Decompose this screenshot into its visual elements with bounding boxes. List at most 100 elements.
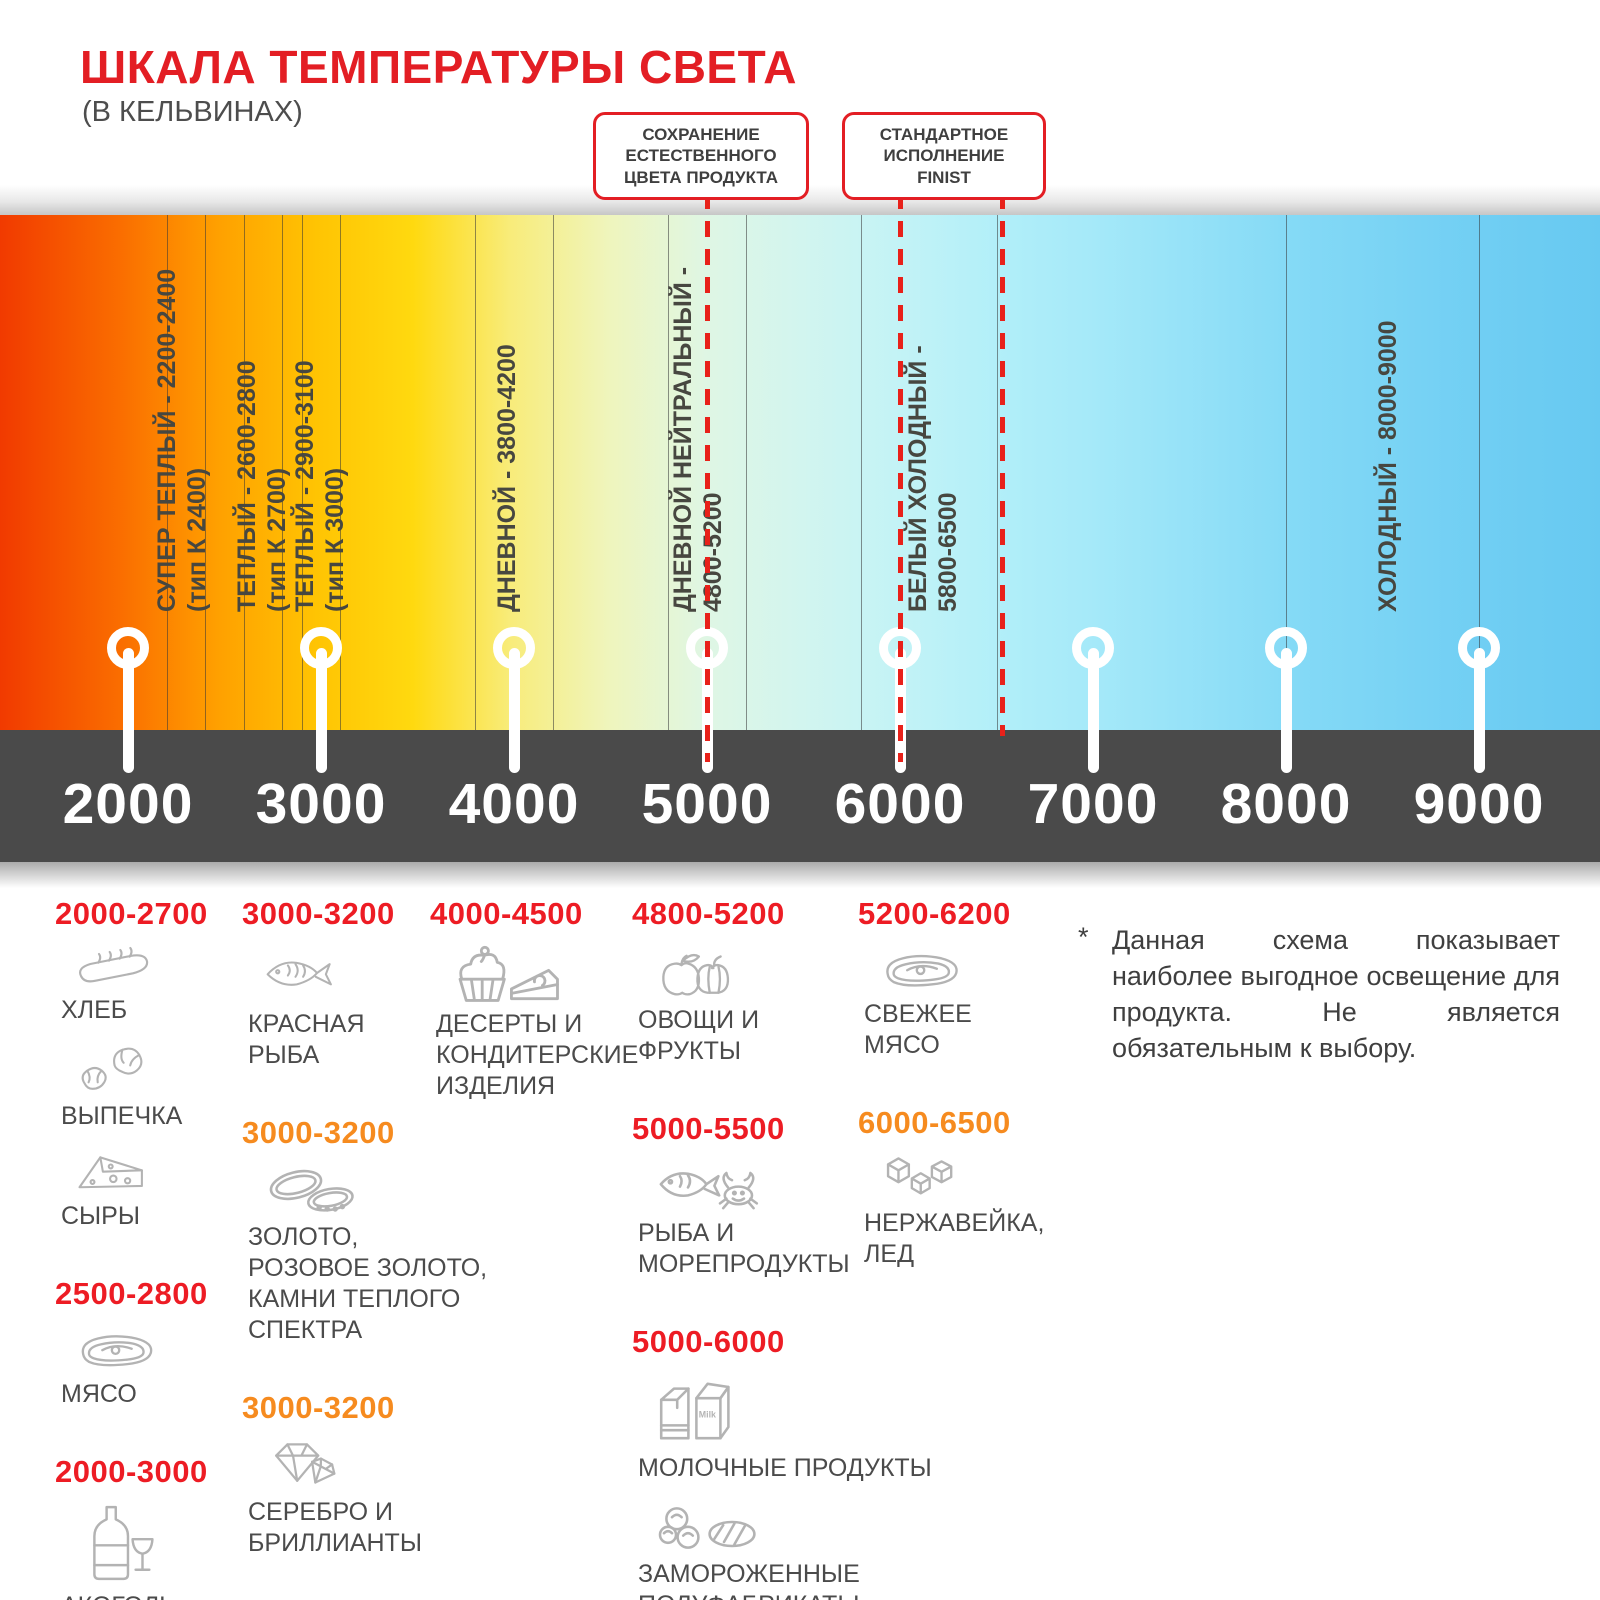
milk-icon bbox=[632, 1370, 932, 1453]
pin-stem bbox=[315, 648, 327, 773]
temperature-range: 3000-3200 bbox=[242, 1115, 395, 1150]
band-divider-line bbox=[205, 215, 206, 730]
product-label: СЫРЫ bbox=[61, 1202, 140, 1230]
red-dashed-guide-line bbox=[705, 193, 710, 762]
product-item: ОВОЩИ И ФРУКТЫ bbox=[632, 942, 932, 1067]
product-label: СЕРЕБРО И БРИЛЛИАНТЫ bbox=[248, 1498, 422, 1557]
category-column: 2000-2700 ХЛЕБ ВЫПЕЧКА СЫРЫ 2500-2800 МЯСО 200… bbox=[55, 896, 208, 1600]
band-label: ТЕПЛЫЙ - 2600-2800 (тип К 2700) bbox=[233, 360, 291, 612]
category-block: 4800-5200 ОВОЩИ И ФРУКТЫ bbox=[632, 896, 932, 1081]
product-label: НЕРЖАВЕЙКА, ЛЕД bbox=[864, 1209, 1045, 1268]
temperature-scale-banner: СУПЕР ТЕПЛЫЙ - 2200-2400 (тип К 2400) ТЕП… bbox=[0, 185, 1600, 890]
category-block: 2000-3000 АКОГОЛЬ bbox=[55, 1454, 208, 1600]
desserts-icon bbox=[430, 942, 638, 1009]
category-column: 4800-5200 ОВОЩИ И ФРУКТЫ 5000-5500 РЫБА И М… bbox=[632, 896, 932, 1600]
pin-stem bbox=[122, 648, 134, 773]
band-divider-line bbox=[244, 215, 245, 730]
pin-stem bbox=[508, 648, 520, 773]
red-dashed-guide-line bbox=[898, 193, 903, 762]
product-label: АКОГОЛЬ bbox=[55, 1591, 208, 1600]
category-block: 5000-5500 РЫБА И МОРЕПРОДУКТЫ bbox=[632, 1111, 932, 1294]
diamonds-icon bbox=[242, 1436, 487, 1497]
temperature-range: 2000-2700 bbox=[55, 896, 208, 931]
category-block: 2000-2700 ХЛЕБ ВЫПЕЧКА СЫРЫ bbox=[55, 896, 208, 1246]
rings-icon bbox=[242, 1161, 487, 1222]
kelvin-tick-label: 7000 bbox=[1027, 772, 1159, 836]
pin-ring bbox=[1458, 627, 1500, 669]
band-divider-line bbox=[1479, 215, 1480, 730]
page-subtitle: (В КЕЛЬВИНАХ) bbox=[82, 96, 303, 128]
category-block: 3000-3200 СЕРЕБРО И БРИЛЛИАНТЫ bbox=[242, 1390, 487, 1573]
category-column: 4000-4500 ДЕСЕРТЫ И КОНДИТЕРСКИЕ ИЗДЕЛИЯ bbox=[430, 896, 638, 1146]
category-block: 5200-6200 СВЕЖЕЕ МЯСО bbox=[858, 896, 1044, 1075]
bread-icon bbox=[55, 942, 208, 995]
band-label: ХОЛОДНЫЙ - 8000-9000 bbox=[1374, 320, 1402, 612]
ice-icon bbox=[858, 1151, 1044, 1208]
kelvin-tick-label: 9000 bbox=[1413, 772, 1545, 836]
temperature-range: 6000-6500 bbox=[858, 1105, 1011, 1140]
steak-icon bbox=[55, 1322, 208, 1379]
kelvin-tick-label: 8000 bbox=[1220, 772, 1352, 836]
cheese-icon bbox=[55, 1146, 208, 1201]
product-item: АКОГОЛЬ bbox=[55, 1500, 208, 1600]
band-divider-line bbox=[746, 215, 747, 730]
band-divider-line bbox=[475, 215, 476, 730]
callout-text: СТАНДАРТНОЕ ИСПОЛНЕНИЕ FINIST bbox=[879, 125, 1009, 187]
pin-ring bbox=[1072, 627, 1114, 669]
product-item: ХЛЕБ bbox=[55, 942, 208, 1026]
product-label: ДЕСЕРТЫ И КОНДИТЕРСКИЕ ИЗДЕЛИЯ bbox=[436, 1010, 639, 1100]
temperature-range: 5000-6000 bbox=[632, 1324, 785, 1359]
category-block: 5000-6000 МОЛОЧНЫЕ ПРОДУКТЫ ЗАМОРОЖЕННЫЕ П… bbox=[632, 1324, 932, 1600]
kelvin-gradient-bar bbox=[0, 215, 1600, 730]
band-label: ТЕПЛЫЙ - 2900-3100 (тип К 3000) bbox=[291, 360, 349, 612]
category-block: 3000-3200 КРАСНАЯ РЫБА bbox=[242, 896, 487, 1085]
pin-ring bbox=[107, 627, 149, 669]
category-column: 5200-6200 СВЕЖЕЕ МЯСО 6000-6500 НЕРЖАВЕЙКА,… bbox=[858, 896, 1044, 1314]
product-item: СЕРЕБРО И БРИЛЛИАНТЫ bbox=[242, 1436, 487, 1559]
product-item: ЗОЛОТО, РОЗОВОЕ ЗОЛОТО, КАМНИ ТЕПЛОГО СП… bbox=[242, 1161, 487, 1346]
product-item: СВЕЖЕЕ МЯСО bbox=[858, 942, 1044, 1061]
product-label: ХЛЕБ bbox=[61, 996, 128, 1024]
kelvin-tick-label: 2000 bbox=[62, 772, 194, 836]
product-label: ВЫПЕЧКА bbox=[61, 1102, 183, 1130]
band-divider-line bbox=[302, 215, 303, 730]
temperature-range: 5200-6200 bbox=[858, 896, 1011, 931]
temperature-range: 2500-2800 bbox=[55, 1276, 208, 1311]
temperature-range: 2000-3000 bbox=[55, 1454, 208, 1489]
band-label: СУПЕР ТЕПЛЫЙ - 2200-2400 (тип К 2400) bbox=[153, 268, 211, 612]
category-block: 6000-6500 НЕРЖАВЕЙКА, ЛЕД bbox=[858, 1105, 1044, 1284]
band-divider-line bbox=[282, 215, 283, 730]
product-item: РЫБА И МОРЕПРОДУКТЫ bbox=[632, 1157, 932, 1280]
product-label: ЗОЛОТО, РОЗОВОЕ ЗОЛОТО, КАМНИ ТЕПЛОГО СП… bbox=[248, 1223, 488, 1344]
product-item: МЯСО bbox=[55, 1322, 208, 1410]
band-divider-line bbox=[553, 215, 554, 730]
band-divider-line bbox=[668, 215, 669, 730]
pin-stem bbox=[1087, 648, 1099, 773]
kelvin-tick-label: 4000 bbox=[448, 772, 580, 836]
temperature-range: 4000-4500 bbox=[430, 896, 583, 931]
product-label: СВЕЖЕЕ МЯСО bbox=[864, 1000, 972, 1059]
product-item: ВЫПЕЧКА bbox=[55, 1040, 208, 1132]
footnote-asterisk: * bbox=[1078, 922, 1089, 952]
band-divider-line bbox=[997, 215, 998, 730]
band-label: ДНЕВНОЙ НЕЙТРАЛЬНЫЙ - 4800-5200 bbox=[669, 266, 727, 612]
kelvin-tick-label: 3000 bbox=[255, 772, 387, 836]
kelvin-tick-label: 5000 bbox=[641, 772, 773, 836]
kelvin-tick-label: 6000 bbox=[834, 772, 966, 836]
product-item: МОЛОЧНЫЕ ПРОДУКТЫ bbox=[632, 1370, 932, 1484]
product-label: КРАСНАЯ РЫБА bbox=[248, 1010, 365, 1069]
alcohol-icon bbox=[55, 1500, 208, 1591]
category-block: 2500-2800 МЯСО bbox=[55, 1276, 208, 1424]
temperature-range: 3000-3200 bbox=[242, 1390, 395, 1425]
product-label: МОЛОЧНЫЕ ПРОДУКТЫ bbox=[638, 1454, 932, 1482]
category-block: 3000-3200 ЗОЛОТО, РОЗОВОЕ ЗОЛОТО, КАМНИ Т… bbox=[242, 1115, 487, 1360]
band-divider-line bbox=[167, 215, 168, 730]
product-item: НЕРЖАВЕЙКА, ЛЕД bbox=[858, 1151, 1044, 1270]
product-label: РЫБА И МОРЕПРОДУКТЫ bbox=[638, 1219, 850, 1278]
pin-stem bbox=[1473, 648, 1485, 773]
product-label: ОВОЩИ И ФРУКТЫ bbox=[638, 1006, 760, 1065]
kelvin-axis-bar bbox=[0, 730, 1600, 862]
pin-ring bbox=[1265, 627, 1307, 669]
band-divider-line bbox=[1286, 215, 1287, 730]
